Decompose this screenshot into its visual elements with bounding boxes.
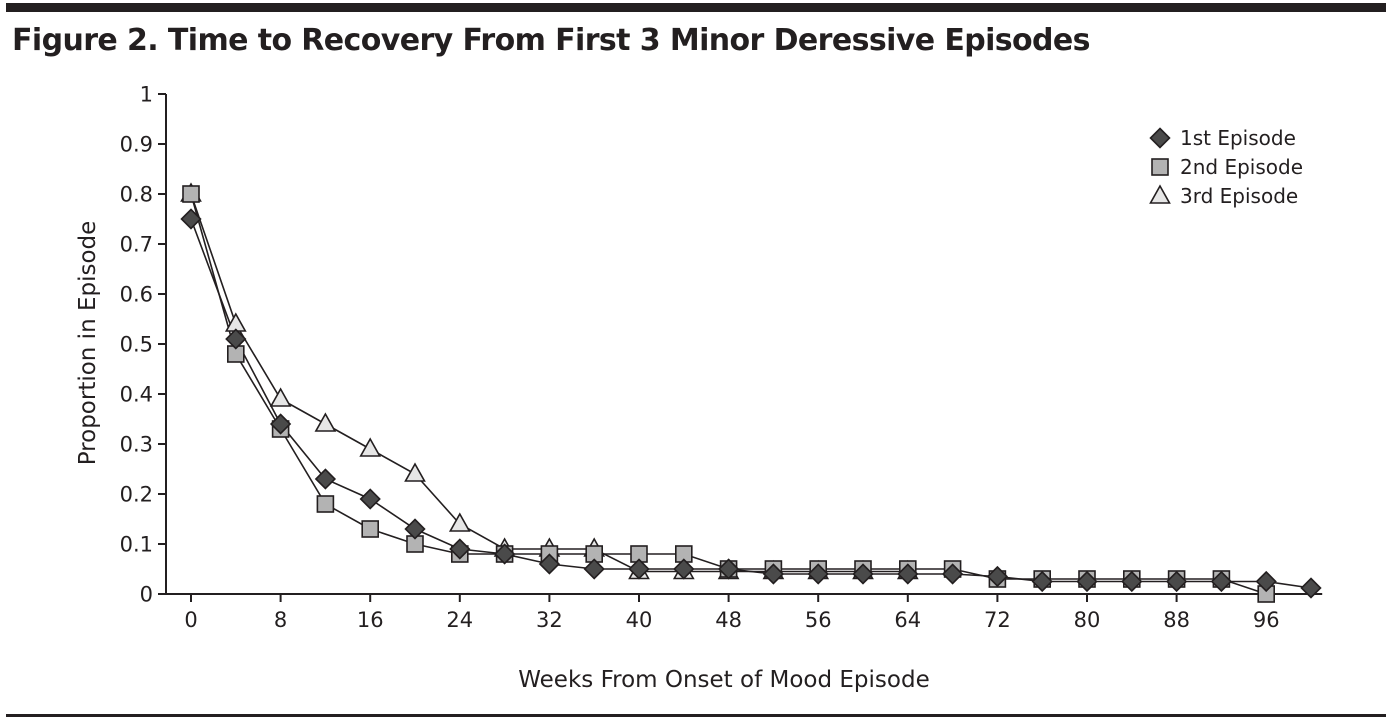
triangle-point xyxy=(448,512,471,532)
x-tick-label: 40 xyxy=(626,608,653,632)
series-line-2 xyxy=(190,193,1267,595)
diamond-point xyxy=(941,563,964,585)
bottom-rule xyxy=(6,714,1386,717)
triangle-point xyxy=(269,387,292,407)
diamond-point xyxy=(359,488,381,510)
square-point xyxy=(182,185,200,203)
diamond-point xyxy=(673,558,695,580)
x-tick-label: 48 xyxy=(715,608,742,632)
y-tick-label: 0.8 xyxy=(120,183,153,207)
y-tick-label: 1 xyxy=(140,83,153,107)
diamond-point xyxy=(493,543,516,565)
y-tick-label: 0.5 xyxy=(120,333,153,357)
x-tick-label: 24 xyxy=(446,608,473,632)
triangle-point xyxy=(359,437,382,457)
legend: 1st Episode 2nd Episode 3rd Episode xyxy=(1149,126,1303,208)
legend-marker-triangle xyxy=(1149,184,1171,204)
y-tick-label: 0.4 xyxy=(120,383,153,407)
diamond-point xyxy=(1255,570,1277,593)
diamond-point xyxy=(1300,577,1322,599)
legend-label: 1st Episode xyxy=(1180,126,1296,150)
x-axis: 0 8 16 24 32 40 48 56 64 72 80 88 96 xyxy=(166,593,1323,632)
diamond-point xyxy=(986,565,1009,588)
legend-marker-diamond xyxy=(1149,127,1171,149)
diamond-point xyxy=(1165,570,1188,593)
x-tick-label: 56 xyxy=(805,608,832,632)
x-tick-label: 96 xyxy=(1253,608,1280,632)
series-layer xyxy=(180,182,1322,603)
y-tick-label: 0.3 xyxy=(120,433,153,457)
y-tick-label: 0 xyxy=(140,583,153,607)
x-tick-label: 0 xyxy=(184,608,197,632)
triangle-point xyxy=(314,412,337,432)
diamond-point xyxy=(1031,570,1053,593)
y-axis: 0 0.1 0.2 0.3 0.4 0.5 0.6 0.7 0.8 0.9 1 xyxy=(120,83,167,607)
legend-marker-square xyxy=(1151,158,1169,176)
x-tick-label: 8 xyxy=(274,608,287,632)
x-tick-label: 32 xyxy=(536,608,563,632)
legend-label: 3rd Episode xyxy=(1180,184,1298,208)
x-axis-title: Weeks From Onset of Mood Episode xyxy=(518,667,929,693)
y-tick-label: 0.2 xyxy=(120,483,153,507)
y-axis-title: Proportion in Episode xyxy=(75,221,101,466)
top-rule xyxy=(6,3,1386,12)
x-tick-label: 72 xyxy=(984,608,1011,632)
diamond-point xyxy=(628,558,650,580)
y-tick-label: 0.6 xyxy=(120,283,153,307)
diamond-point xyxy=(717,558,740,580)
y-tick-label: 0.9 xyxy=(120,133,153,157)
y-tick-label: 0.7 xyxy=(120,233,153,257)
series-line-3 xyxy=(190,193,908,573)
x-tick-label: 80 xyxy=(1074,608,1101,632)
y-tick-label: 0.1 xyxy=(120,533,153,557)
square-point xyxy=(316,495,335,513)
x-tick-label: 16 xyxy=(357,608,384,632)
diamond-point xyxy=(762,563,785,585)
diamond-point xyxy=(404,518,426,540)
figure-title: Figure 2. Time to Recovery From First 3 … xyxy=(12,23,1091,58)
legend-label: 2nd Episode xyxy=(1180,155,1303,179)
diamond-point xyxy=(1076,570,1098,593)
diamond-point xyxy=(807,563,829,585)
triangle-point xyxy=(404,462,426,482)
diamond-point xyxy=(314,468,337,490)
diamond-point xyxy=(180,208,202,230)
diamond-point xyxy=(225,328,247,350)
diamond-point xyxy=(269,413,292,435)
diamond-point xyxy=(1210,570,1233,593)
diamond-point xyxy=(1121,570,1143,593)
x-tick-label: 88 xyxy=(1163,608,1190,632)
series-line-1 xyxy=(190,218,1312,589)
diamond-point xyxy=(852,563,874,585)
square-point xyxy=(361,520,380,538)
diamond-point xyxy=(449,538,471,560)
diamond-point xyxy=(583,558,605,580)
x-tick-label: 64 xyxy=(894,608,921,632)
diamond-point xyxy=(897,563,919,585)
diamond-point xyxy=(538,553,561,575)
